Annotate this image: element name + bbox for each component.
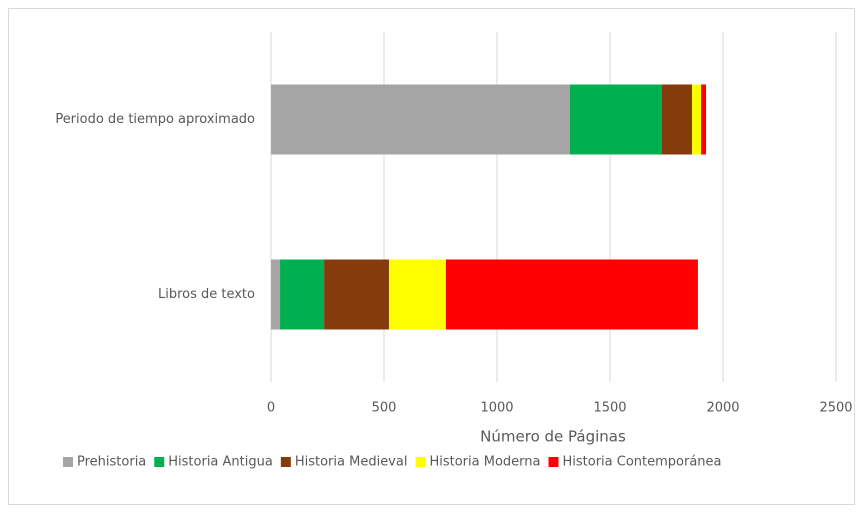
x-tick-label: 2000	[706, 401, 739, 416]
bar	[324, 259, 389, 330]
legend-swatch	[548, 457, 559, 467]
legend-label: Prehistoria	[77, 455, 146, 470]
x-axis-title: Número de Páginas	[480, 428, 626, 446]
bar	[701, 84, 707, 155]
bar	[661, 84, 693, 155]
legend-label: Historia Moderna	[429, 455, 540, 470]
x-tick-label: 0	[267, 401, 275, 416]
bar	[388, 259, 446, 330]
x-tick-label: 500	[372, 401, 397, 416]
legend-label: Historia Medieval	[295, 455, 408, 470]
bar	[692, 84, 702, 155]
chart-frame	[8, 8, 855, 505]
legend-swatch	[280, 457, 291, 467]
bar	[271, 259, 281, 330]
bar	[445, 259, 698, 330]
x-tick-label: 2500	[819, 401, 852, 416]
x-tick-label: 1000	[480, 401, 513, 416]
y-tick-label: Libros de texto	[158, 287, 255, 302]
legend-swatch	[63, 457, 73, 467]
legend-label: Historia Antigua	[168, 455, 273, 470]
bar	[280, 259, 325, 330]
bar	[569, 84, 662, 155]
legend-swatch	[415, 457, 426, 467]
y-tick-label: Periodo de tiempo aproximado	[55, 112, 255, 127]
legend-label: Historia Contemporánea	[562, 455, 721, 470]
legend-swatch	[154, 457, 165, 467]
x-tick-label: 1500	[593, 401, 626, 416]
bar	[271, 84, 570, 155]
